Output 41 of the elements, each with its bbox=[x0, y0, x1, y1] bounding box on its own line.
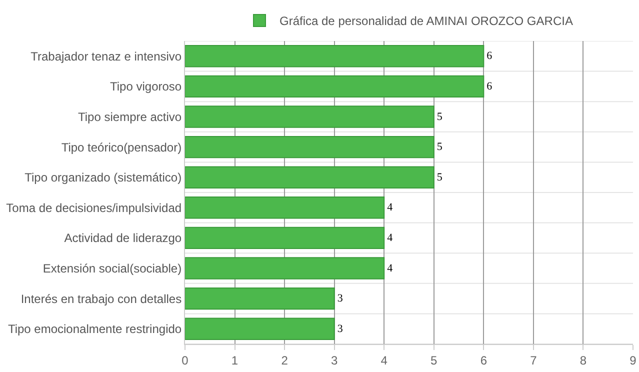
data-label: 3 bbox=[337, 292, 344, 305]
y-tick-label: Extensión social(sociable) bbox=[42, 261, 182, 276]
x-tick-label: 4 bbox=[380, 353, 388, 368]
y-tick-label: Toma de decisiones/impulsividad bbox=[6, 200, 182, 215]
bar bbox=[185, 166, 434, 188]
y-tick-label: Tipo vigoroso bbox=[110, 80, 182, 94]
x-tick-label: 9 bbox=[630, 353, 637, 368]
data-label: 6 bbox=[486, 80, 493, 92]
x-tick-label: 3 bbox=[330, 353, 338, 368]
y-tick-label: Trabajador tenaz e intensivo bbox=[30, 49, 182, 64]
x-tick-label: 0 bbox=[182, 353, 189, 368]
bar bbox=[185, 45, 484, 68]
x-tick-label: 5 bbox=[430, 353, 438, 368]
data-label: 4 bbox=[387, 202, 394, 214]
bar bbox=[185, 257, 385, 280]
x-tick-label: 1 bbox=[231, 353, 238, 368]
bar bbox=[185, 226, 385, 250]
bar bbox=[185, 287, 335, 310]
x-tick-label: 2 bbox=[281, 353, 288, 368]
legend-label: Gráfica de personalidad de AMINAI OROZCO GARCIA bbox=[280, 14, 573, 28]
bar bbox=[185, 75, 484, 98]
bar bbox=[185, 136, 434, 158]
y-tick-label: Tipo siempre activo bbox=[78, 110, 182, 124]
x-tick-label: 8 bbox=[580, 353, 587, 368]
data-label: 6 bbox=[486, 50, 493, 62]
y-tick-label: Tipo teórico(pensador) bbox=[61, 140, 182, 154]
y-tick-label: Tipo organizado (sistemático) bbox=[24, 170, 182, 185]
x-tick-label: 6 bbox=[480, 353, 488, 368]
data-label: 4 bbox=[387, 232, 394, 244]
bar bbox=[185, 196, 385, 219]
bar bbox=[185, 318, 335, 340]
data-label: 5 bbox=[436, 171, 443, 184]
x-tick-label: 7 bbox=[530, 353, 538, 368]
data-label: 5 bbox=[436, 141, 443, 154]
bar bbox=[185, 106, 434, 128]
data-label: 4 bbox=[387, 262, 394, 274]
data-label: 3 bbox=[337, 322, 344, 335]
y-tick-label: Tipo emocionalmente restringido bbox=[8, 322, 182, 336]
y-tick-label: Interés en trabajo con detalles bbox=[20, 292, 182, 306]
data-label: 5 bbox=[436, 110, 443, 123]
y-tick-label: Actividad de liderazgo bbox=[64, 231, 182, 246]
